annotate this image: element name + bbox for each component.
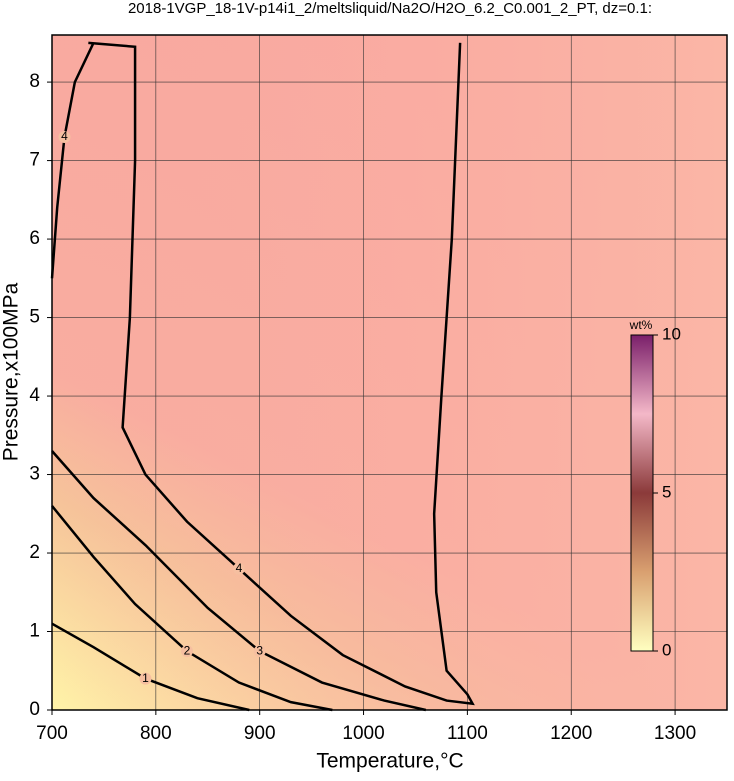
x-tick-label: 1300 xyxy=(654,723,696,744)
contour-label: 4 xyxy=(61,129,68,143)
x-tick-label: 700 xyxy=(36,723,68,744)
y-tick-label: 2 xyxy=(29,542,40,563)
colorbar-label: wt% xyxy=(629,318,653,332)
colorbar-tick-label: 0 xyxy=(662,640,671,659)
colorbar-tick-label: 10 xyxy=(662,324,681,343)
contour-label-bg xyxy=(232,562,245,575)
y-tick-label: 6 xyxy=(29,228,40,249)
x-tick-label: 1200 xyxy=(550,723,592,744)
contour-label-bg xyxy=(139,672,152,685)
contour-line xyxy=(51,450,427,712)
y-tick-label: 4 xyxy=(29,385,40,406)
y-tick-label: 7 xyxy=(29,150,40,171)
contour-label: 3 xyxy=(256,643,263,657)
plot-frame xyxy=(51,34,728,711)
y-tick-label: 3 xyxy=(29,464,40,485)
contour-label-bg xyxy=(181,645,193,658)
plot-shade xyxy=(52,35,727,710)
x-tick-label: 1000 xyxy=(342,723,384,744)
colorbar-tick-label: 5 xyxy=(662,482,671,501)
contour-label-bg xyxy=(58,131,71,144)
contour-line xyxy=(88,41,475,706)
chart-title: 2018-1VGP_18-1V-p14i1_2/meltsliquid/Na2O… xyxy=(128,0,652,17)
y-tick-label: 5 xyxy=(29,307,40,328)
y-axis-label: Pressure,x100MPa xyxy=(0,282,23,461)
contour-label: 4 xyxy=(236,561,243,575)
x-tick-label: 900 xyxy=(244,723,276,744)
contour-label: 2 xyxy=(184,643,191,657)
x-axis-label: Temperature,°C xyxy=(316,750,463,773)
y-tick-label: 0 xyxy=(29,699,40,720)
x-tick-label: 1100 xyxy=(447,723,488,744)
colorbar xyxy=(630,334,654,652)
y-tick-label: 1 xyxy=(29,621,40,642)
contour-label-bg xyxy=(253,645,266,658)
x-tick-label: 800 xyxy=(140,723,172,744)
contour-label: 1 xyxy=(142,671,149,685)
y-tick-label: 8 xyxy=(29,71,40,92)
